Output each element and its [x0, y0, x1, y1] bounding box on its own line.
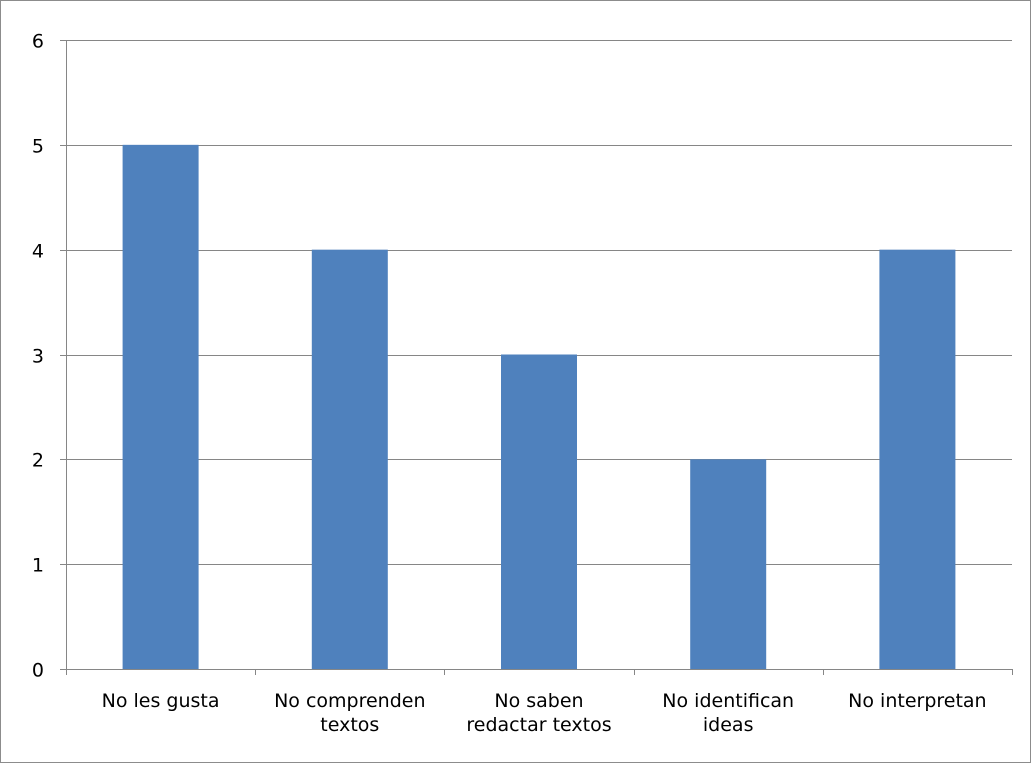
x-tick-label: No saben redactar textos	[466, 690, 611, 736]
y-tick-label: 4	[32, 241, 44, 263]
x-tick-labels: No les gusta No comprenden textos No saben r…	[102, 690, 987, 736]
bar	[122, 144, 199, 670]
y-tick-label: 6	[32, 31, 44, 53]
x-tick-label: No interpretan	[848, 690, 986, 712]
x-tick-label: No les gusta	[102, 690, 220, 712]
y-tick-label: 0	[32, 660, 44, 682]
bar	[879, 249, 956, 669]
bars	[122, 144, 956, 670]
y-tick-label: 1	[32, 555, 44, 577]
bar	[690, 459, 767, 669]
bar	[501, 354, 577, 669]
x-tick-label: No identifican ideas	[662, 690, 794, 736]
y-tick-label: 2	[32, 450, 44, 472]
axes	[60, 40, 1013, 675]
y-tick-label: 5	[32, 136, 44, 158]
y-tick-labels: 0 1 2 3 4 5 6	[32, 31, 44, 682]
x-tick-label: No comprenden textos	[274, 690, 425, 736]
y-tick-label: 3	[32, 346, 44, 368]
bar	[311, 249, 388, 669]
